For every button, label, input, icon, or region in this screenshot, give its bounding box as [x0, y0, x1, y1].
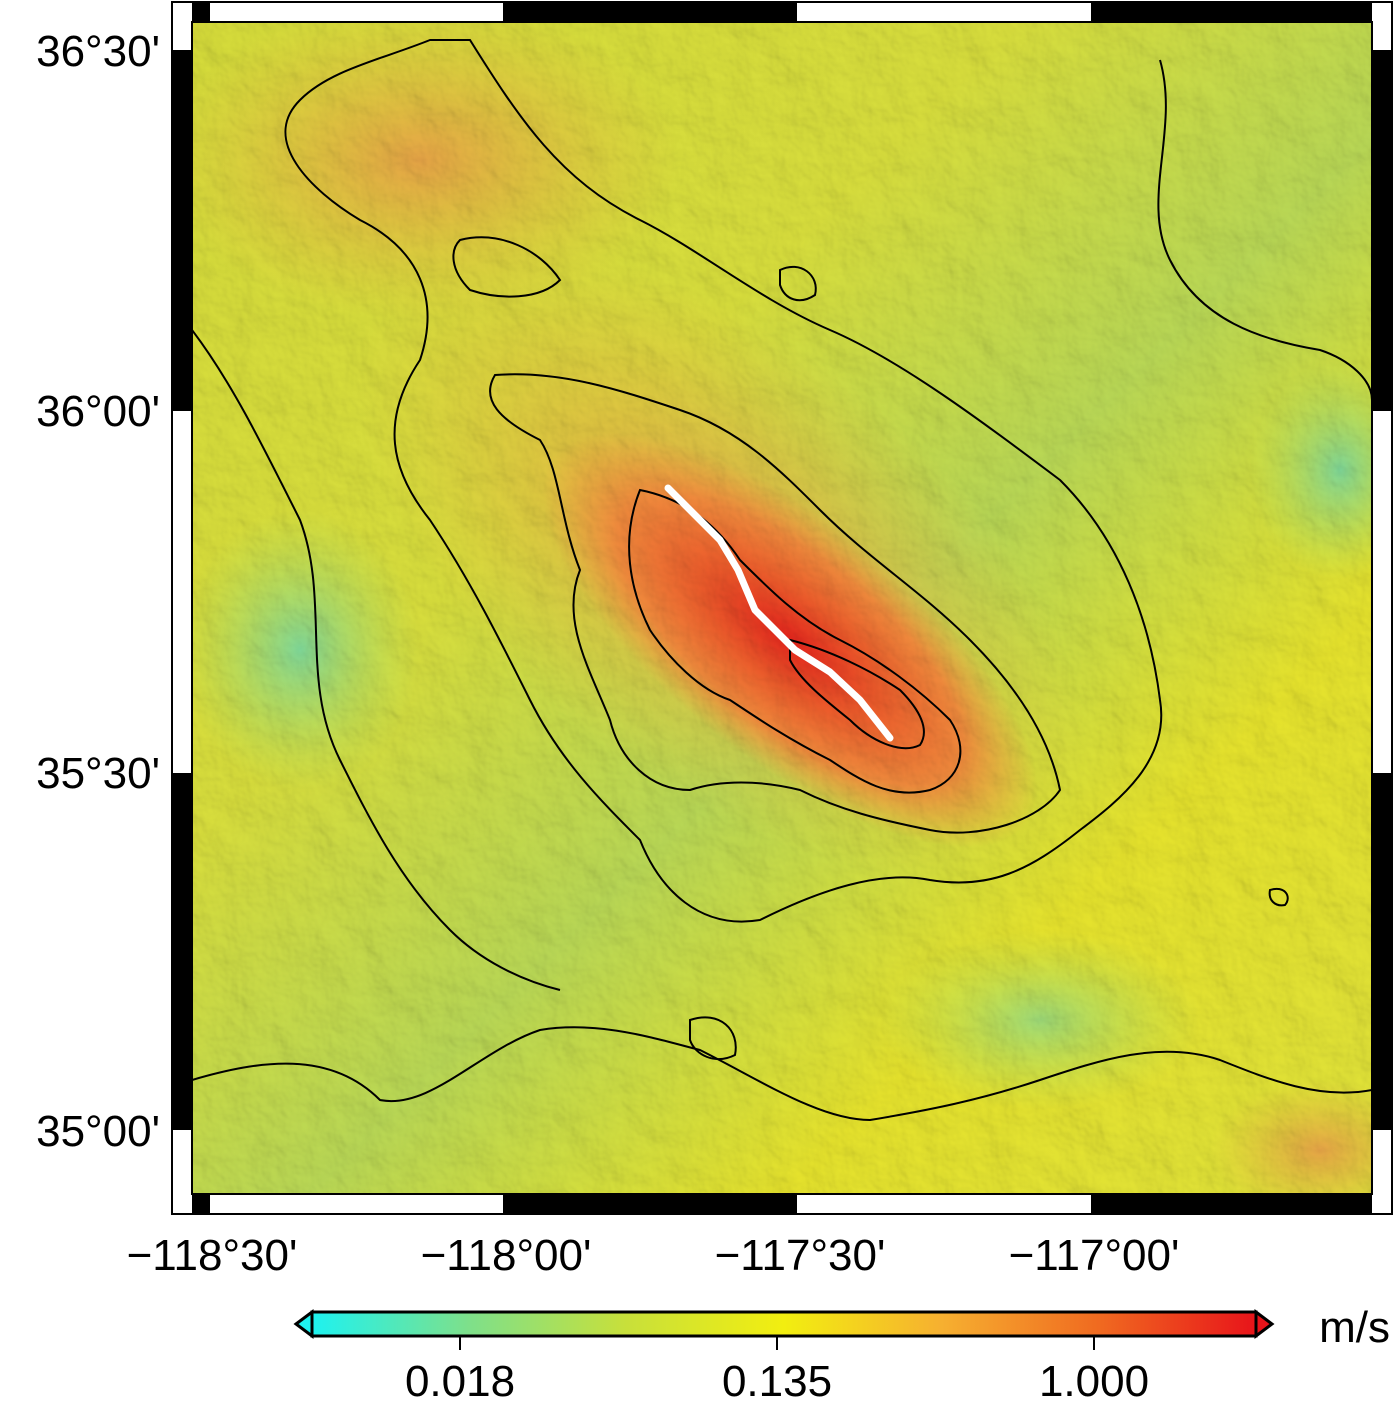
- contour-island-4: [1268, 887, 1289, 907]
- colorbar-unit: m/s: [1319, 1303, 1390, 1352]
- contour-east-boundary: [1157, 59, 1372, 401]
- longitude-labels: −118°30' −118°00' −117°30' −117°00': [127, 1231, 1180, 1280]
- lon-label-2: −118°00': [421, 1231, 592, 1280]
- contour-island-2: [779, 265, 817, 302]
- map-area: [192, 22, 1372, 1194]
- lat-label-1: 36°30': [36, 27, 160, 76]
- colorbar-label-1: 0.018: [405, 1357, 515, 1404]
- colorbar-low-arrow: [293, 1309, 314, 1339]
- colorbar: 0.018 0.135 1.000 m/s: [293, 1303, 1390, 1404]
- lon-label-1: −118°30': [127, 1231, 298, 1280]
- map-frame: [171, 1, 1393, 1215]
- contour-south-boundary: [192, 1026, 1372, 1122]
- hillshade-relief: [192, 22, 1372, 1194]
- lon-label-3: −117°30': [715, 1231, 886, 1280]
- contour-outer: [284, 39, 1163, 923]
- contour-middle: [489, 373, 1062, 834]
- velocity-contours: [192, 39, 1372, 1122]
- colorbar-high-arrow: [1254, 1309, 1275, 1339]
- lon-label-4: −117°00': [1009, 1231, 1180, 1280]
- latitude-labels: 36°30' 36°00' 35°30' 35°00': [36, 27, 160, 1156]
- contour-island-1: [452, 236, 562, 298]
- fault-rupture-line: [664, 484, 894, 742]
- contour-west-boundary: [192, 329, 561, 991]
- contour-inner: [628, 488, 962, 794]
- contour-peak: [789, 638, 925, 750]
- colorbar-label-3: 1.000: [1039, 1357, 1149, 1404]
- lat-label-2: 36°00': [36, 387, 160, 436]
- colorbar-label-2: 0.135: [722, 1357, 832, 1404]
- lat-label-3: 35°30': [36, 749, 160, 798]
- lat-label-4: 35°00': [36, 1107, 160, 1156]
- colorbar-gradient: [310, 1310, 1258, 1338]
